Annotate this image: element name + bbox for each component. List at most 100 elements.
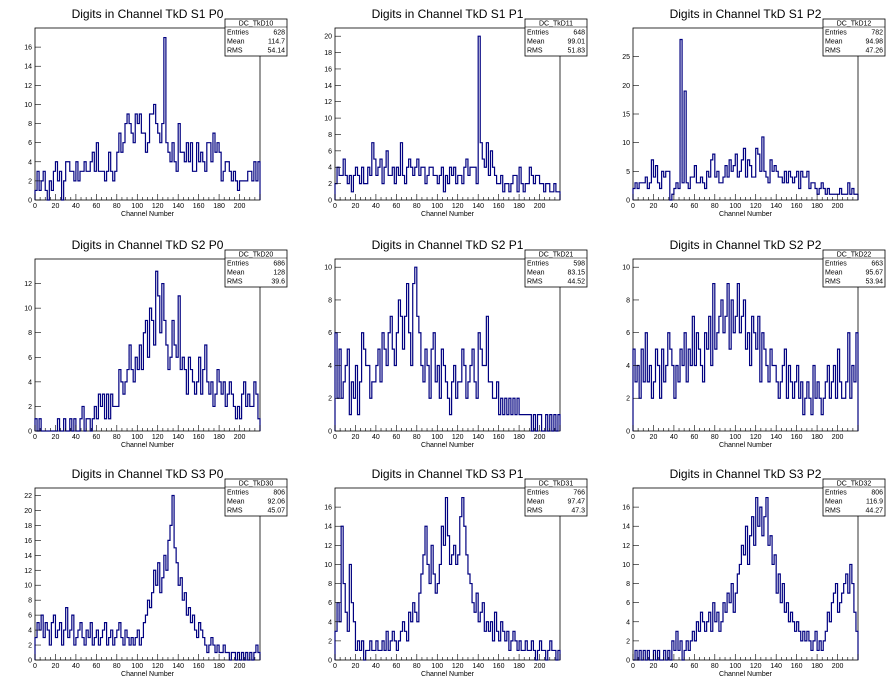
y-tick-label: 2: [28, 643, 32, 650]
x-tick-label: 100: [729, 434, 741, 441]
x-tick-label: 140: [472, 203, 484, 210]
y-tick-label: 12: [24, 568, 32, 575]
x-axis-title: Channel Number: [421, 442, 475, 449]
stats-value-mean: 99.01: [567, 39, 585, 46]
x-tick-label: 20: [352, 434, 360, 441]
y-tick-label: 14: [24, 553, 32, 560]
y-tick-label: 10: [24, 583, 32, 590]
y-tick-label: 22: [24, 493, 32, 500]
x-tick-label: 0: [33, 434, 37, 441]
x-tick-label: 140: [770, 434, 782, 441]
y-tick-label: 6: [328, 330, 332, 337]
stats-value-mean: 114.7: [268, 39, 285, 46]
stats-label-mean: Mean: [825, 499, 843, 506]
y-tick-label: 14: [324, 83, 332, 90]
y-tick-label: 20: [24, 508, 32, 515]
stats-name: DC_TkD30: [239, 481, 274, 488]
x-tick-label: 20: [650, 663, 658, 670]
x-tick-label: 140: [770, 203, 782, 210]
stats-label-mean: Mean: [227, 39, 245, 46]
y-tick-label: 0: [28, 198, 32, 205]
stats-value-rms: 47.26: [865, 48, 883, 55]
x-tick-label: 180: [513, 434, 525, 441]
histogram-panel-TkD22: Digits in Channel TkD S2 P20 20 40 60 80 100 1…: [622, 238, 886, 449]
stats-label-mean: Mean: [227, 499, 245, 506]
x-tick-label: 120: [452, 663, 464, 670]
stats-label-mean: Mean: [227, 270, 245, 277]
x-axis-title: Channel Number: [121, 671, 175, 678]
x-axis-title: Channel Number: [719, 671, 773, 678]
stats-value-mean: 116.9: [866, 499, 883, 506]
x-tick-label: 140: [172, 663, 184, 670]
x-tick-label: 160: [193, 203, 205, 210]
y-tick-label: 0: [626, 429, 630, 436]
x-tick-label: 0: [333, 663, 337, 670]
stats-name: DC_TkD10: [239, 21, 274, 28]
stats-value-entries: 806: [273, 490, 285, 497]
stats-label-entries: Entries: [527, 490, 549, 497]
histogram-panel-TkD30: Digits in Channel TkD S3 P00 20 40 60 80 100 1…: [24, 467, 288, 678]
y-tick-label: 16: [24, 45, 32, 52]
x-tick-label: 160: [493, 434, 505, 441]
y-tick-label: 6: [328, 600, 332, 607]
stats-box: [822, 478, 886, 517]
x-tick-label: 20: [352, 663, 360, 670]
x-tick-label: 40: [670, 203, 678, 210]
y-tick-label: 8: [328, 581, 332, 588]
x-tick-label: 160: [791, 434, 803, 441]
histogram-line: [632, 282, 859, 431]
x-tick-label: 180: [213, 434, 225, 441]
x-tick-label: 80: [113, 203, 121, 210]
histogram-line: [633, 496, 859, 661]
x-tick-label: 200: [832, 203, 844, 210]
panel-title: Digits in Channel TkD S2 P0: [72, 238, 224, 252]
stats-value-mean: 97.47: [567, 499, 585, 506]
x-tick-label: 120: [452, 203, 464, 210]
x-tick-label: 40: [670, 434, 678, 441]
x-tick-label: 160: [193, 663, 205, 670]
stats-value-rms: 45.07: [267, 508, 285, 515]
x-tick-label: 120: [750, 203, 762, 210]
y-tick-label: 10: [324, 562, 332, 569]
x-tick-label: 40: [372, 434, 380, 441]
x-axis-title: Channel Number: [421, 211, 475, 218]
stats-name: DC_TkD21: [539, 252, 574, 259]
y-tick-label: 4: [328, 619, 332, 626]
y-tick-label: 0: [626, 198, 630, 205]
y-tick-label: 6: [28, 613, 32, 620]
stats-value-rms: 51.83: [567, 48, 585, 55]
stats-label-rms: RMS: [527, 279, 543, 286]
y-tick-label: 10: [622, 562, 630, 569]
x-tick-label: 60: [690, 663, 698, 670]
x-tick-label: 100: [131, 203, 143, 210]
panel-title: Digits in Channel TkD S3 P2: [670, 467, 822, 481]
stats-box: [224, 249, 288, 288]
stats-label-entries: Entries: [825, 261, 847, 268]
stats-value-entries: 766: [573, 490, 585, 497]
x-tick-label: 60: [690, 203, 698, 210]
x-axis-title: Channel Number: [719, 211, 773, 218]
x-tick-label: 40: [72, 434, 80, 441]
y-tick-label: 2: [328, 181, 332, 188]
x-axis-title: Channel Number: [719, 442, 773, 449]
y-tick-label: 12: [622, 543, 630, 550]
y-tick-label: 14: [622, 524, 630, 531]
x-tick-label: 60: [392, 203, 400, 210]
histogram-line: [632, 38, 859, 201]
x-tick-label: 60: [92, 203, 100, 210]
x-tick-label: 80: [711, 434, 719, 441]
x-tick-label: 80: [413, 663, 421, 670]
y-tick-label: 10: [622, 265, 630, 272]
stats-label-mean: Mean: [527, 270, 545, 277]
histogram-panel-TkD11: Digits in Channel TkD S1 P10 20 40 60 80 100 1…: [324, 7, 588, 218]
histogram-line: [34, 36, 261, 201]
x-tick-label: 0: [333, 434, 337, 441]
x-tick-label: 20: [52, 663, 60, 670]
y-tick-label: 10: [324, 116, 332, 123]
y-tick-label: 2: [626, 638, 630, 645]
x-tick-label: 60: [690, 434, 698, 441]
x-axis-title: Channel Number: [421, 671, 475, 678]
x-tick-label: 200: [832, 663, 844, 670]
x-tick-label: 40: [72, 203, 80, 210]
